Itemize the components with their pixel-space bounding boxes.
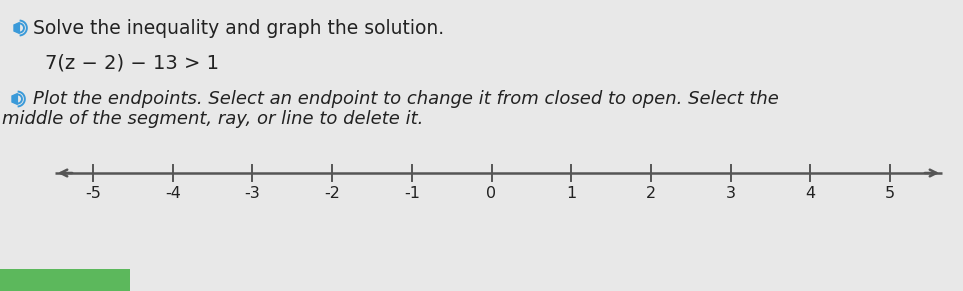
Text: 1: 1 [566, 186, 576, 201]
Text: -2: -2 [325, 186, 340, 201]
Text: 7(z − 2) − 13 > 1: 7(z − 2) − 13 > 1 [45, 54, 219, 72]
Text: -5: -5 [85, 186, 101, 201]
Text: 2: 2 [646, 186, 656, 201]
Text: middle of the segment, ray, or line to delete it.: middle of the segment, ray, or line to d… [2, 110, 424, 128]
Text: 0: 0 [486, 186, 497, 201]
Text: 3: 3 [725, 186, 736, 201]
Text: -4: -4 [165, 186, 181, 201]
Text: -1: -1 [403, 186, 420, 201]
Text: 4: 4 [805, 186, 816, 201]
Text: -3: -3 [245, 186, 260, 201]
Polygon shape [12, 94, 17, 104]
Text: Plot the endpoints. Select an endpoint to change it from closed to open. Select : Plot the endpoints. Select an endpoint t… [33, 90, 779, 108]
Text: Solve the inequality and graph the solution.: Solve the inequality and graph the solut… [33, 19, 444, 38]
Text: 5: 5 [885, 186, 895, 201]
Polygon shape [14, 23, 19, 33]
Bar [0, 269, 130, 291]
